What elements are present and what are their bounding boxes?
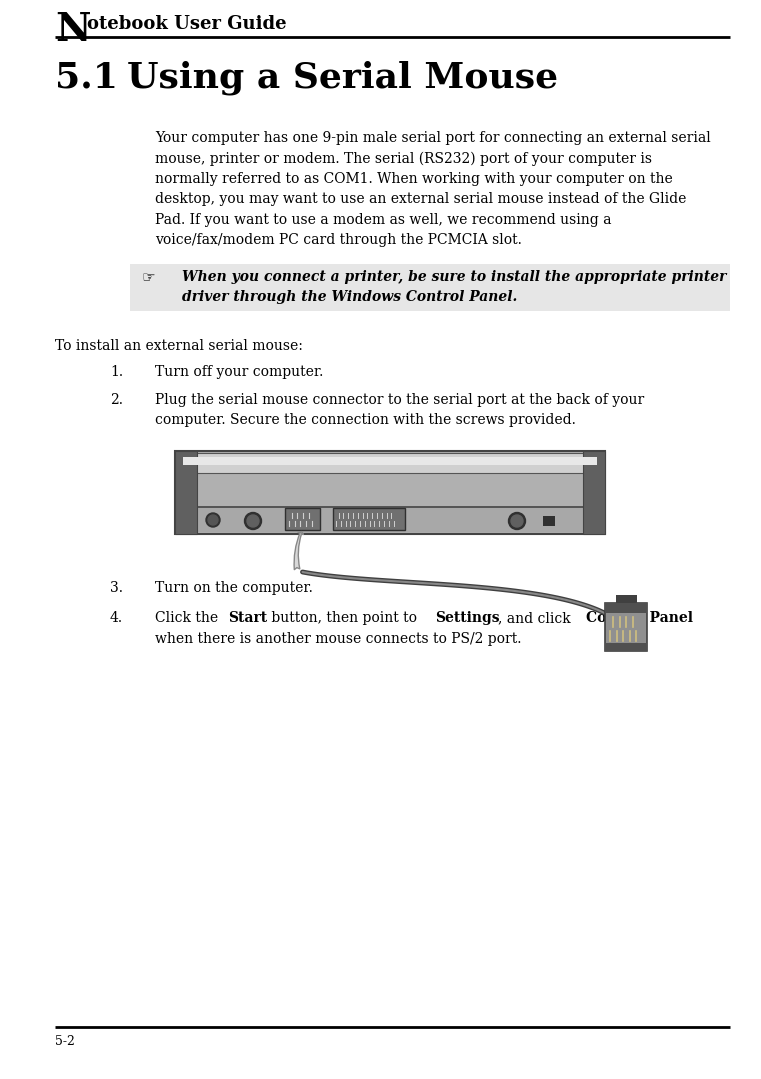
Bar <box>180 508 600 532</box>
Bar <box>543 516 555 525</box>
Bar <box>285 508 320 530</box>
Text: Control Panel: Control Panel <box>586 611 693 625</box>
Text: Turn off your computer.: Turn off your computer. <box>155 365 323 379</box>
Circle shape <box>244 513 262 530</box>
Text: Turn on the computer.: Turn on the computer. <box>155 581 313 595</box>
Text: Plug the serial mouse connector to the serial port at the back of your: Plug the serial mouse connector to the s… <box>155 393 645 407</box>
Text: Click the: Click the <box>155 611 222 625</box>
Bar <box>616 595 636 603</box>
Text: button, then point to: button, then point to <box>267 611 422 625</box>
Text: , and click: , and click <box>498 611 575 625</box>
Text: desktop, you may want to use an external serial mouse instead of the Glide: desktop, you may want to use an external… <box>155 192 686 206</box>
Bar <box>175 451 605 534</box>
Text: voice/fax/modem PC card through the PCMCIA slot.: voice/fax/modem PC card through the PCMC… <box>155 233 522 247</box>
Text: N: N <box>55 11 91 49</box>
Text: When you connect a printer, be sure to install the appropriate printer: When you connect a printer, be sure to i… <box>182 270 727 284</box>
Text: Start: Start <box>228 611 267 625</box>
Circle shape <box>511 515 523 527</box>
Circle shape <box>247 515 259 527</box>
Bar <box>605 603 647 651</box>
Circle shape <box>206 513 220 527</box>
Bar <box>583 451 605 534</box>
Text: mouse, printer or modem. The serial (RS232) port of your computer is: mouse, printer or modem. The serial (RS2… <box>155 151 652 166</box>
Text: normally referred to as COM1. When working with your computer on the: normally referred to as COM1. When worki… <box>155 172 673 186</box>
Text: Your computer has one 9-pin male serial port for connecting an external serial: Your computer has one 9-pin male serial … <box>155 131 711 145</box>
Text: when there is another mouse connects to PS/2 port.: when there is another mouse connects to … <box>155 631 521 645</box>
Circle shape <box>508 513 526 530</box>
Text: To install an external serial mouse:: To install an external serial mouse: <box>55 339 303 353</box>
Bar <box>130 264 730 311</box>
Bar <box>605 603 647 613</box>
Text: 1.: 1. <box>110 365 123 379</box>
Text: 5.1: 5.1 <box>55 62 118 95</box>
Text: Settings: Settings <box>435 611 500 625</box>
Bar <box>175 451 197 534</box>
Text: ☞: ☞ <box>142 270 156 285</box>
Bar <box>333 508 405 530</box>
Text: Using a Serial Mouse: Using a Serial Mouse <box>127 62 558 96</box>
Text: 3.: 3. <box>110 581 123 595</box>
Bar <box>180 453 600 473</box>
Text: otebook User Guide: otebook User Guide <box>87 15 287 33</box>
Bar <box>605 643 647 651</box>
Circle shape <box>208 515 218 525</box>
Text: 4.: 4. <box>110 611 123 625</box>
Text: computer. Secure the connection with the screws provided.: computer. Secure the connection with the… <box>155 413 576 427</box>
Bar <box>183 457 597 465</box>
Text: driver through the Windows Control Panel.: driver through the Windows Control Panel… <box>182 290 517 304</box>
Text: 5-2: 5-2 <box>55 1035 75 1048</box>
Text: Pad. If you want to use a modem as well, we recommend using a: Pad. If you want to use a modem as well,… <box>155 213 612 227</box>
Text: 2.: 2. <box>110 393 123 407</box>
Bar <box>180 506 600 510</box>
